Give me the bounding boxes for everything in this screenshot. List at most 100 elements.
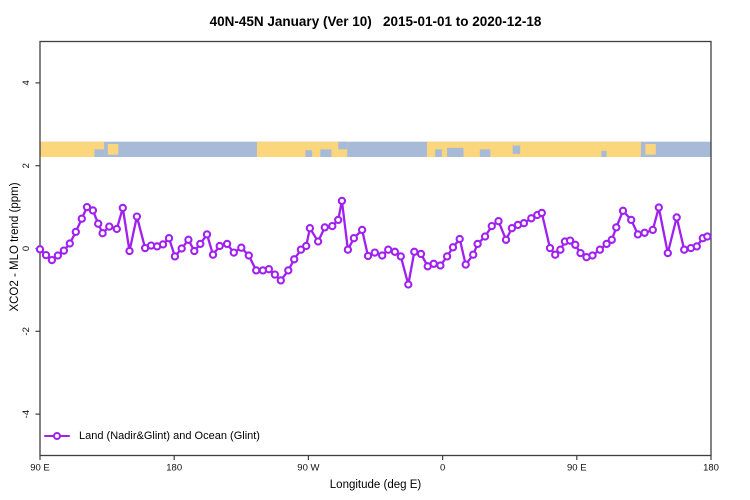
data-point	[654, 203, 663, 212]
data-point	[703, 232, 712, 241]
data-point	[196, 239, 205, 249]
data-point	[252, 266, 261, 275]
data-point	[35, 245, 45, 254]
data-point	[545, 243, 555, 253]
y-tick-label: 4	[21, 80, 32, 85]
data-point	[416, 249, 426, 259]
data-point	[672, 213, 681, 222]
data-point	[94, 219, 103, 228]
data-point	[208, 250, 218, 259]
data-point	[170, 252, 180, 261]
data-point	[618, 206, 628, 215]
data-point	[53, 251, 63, 260]
data-point	[571, 240, 580, 249]
x-tick-label: 90 W	[297, 463, 319, 474]
data-point	[328, 221, 337, 231]
data-point	[480, 232, 490, 241]
data-point	[384, 245, 393, 254]
data-point	[429, 259, 438, 268]
data-point	[633, 230, 643, 239]
data-point	[473, 239, 482, 249]
data-point	[588, 251, 597, 260]
ocean-band-patch	[479, 149, 491, 158]
data-point	[264, 265, 274, 274]
data-point	[556, 245, 565, 254]
data-point	[215, 241, 224, 251]
data-point	[296, 245, 306, 254]
ocean-band-patch	[601, 150, 607, 158]
data-point	[551, 250, 560, 259]
data-point	[390, 247, 400, 256]
data-point	[343, 245, 353, 254]
data-point	[436, 261, 445, 270]
data-point	[82, 202, 92, 212]
data-point	[648, 225, 657, 235]
data-point	[442, 252, 452, 261]
data-point	[461, 260, 470, 269]
data-point	[313, 237, 323, 246]
data-point	[237, 243, 246, 252]
data-point	[337, 196, 347, 206]
data-point	[177, 244, 186, 253]
data-point	[595, 245, 605, 254]
y-tick-label: -4	[21, 410, 32, 418]
data-point	[270, 270, 280, 279]
land-band-segment	[40, 141, 105, 158]
ocean-band-patch	[338, 141, 348, 150]
data-point	[410, 247, 419, 256]
data-point	[519, 219, 529, 228]
legend-marker-icon	[44, 429, 70, 443]
chart-title: 40N-45N January (Ver 10) 2015-01-01 to 2…	[209, 14, 542, 29]
data-point	[320, 223, 329, 232]
data-point	[576, 248, 585, 258]
data-point	[305, 224, 315, 233]
data-point	[88, 206, 98, 215]
data-point	[105, 222, 114, 231]
data-point	[378, 251, 387, 260]
data-point	[65, 239, 74, 248]
data-point	[501, 235, 511, 244]
ocean-band-patch	[435, 149, 442, 158]
data-point	[41, 250, 51, 260]
data-point	[202, 230, 212, 239]
x-tick-label: 90 E	[567, 463, 587, 474]
y-tick-label: 0	[21, 246, 32, 251]
ocean-band-patch	[94, 149, 105, 158]
data-point	[370, 248, 379, 257]
land-band-patch	[645, 143, 656, 155]
data-point	[59, 246, 69, 255]
ocean-band-patch	[320, 149, 332, 158]
y-tick-label: 2	[21, 163, 32, 168]
data-point	[284, 266, 293, 275]
data-point	[640, 228, 649, 237]
land-band-segment	[256, 141, 348, 158]
data-point	[98, 229, 107, 238]
data-point	[125, 246, 134, 256]
data-point	[229, 248, 238, 257]
data-point	[71, 227, 80, 237]
data-point	[507, 224, 517, 233]
data-point	[448, 243, 458, 252]
land-band-patch	[107, 143, 119, 155]
plot-border	[39, 40, 712, 457]
x-tick-label: 180	[166, 463, 182, 474]
data-point	[602, 239, 611, 249]
data-point	[244, 251, 253, 260]
y-tick-label: -2	[21, 327, 32, 335]
data-point	[396, 252, 405, 261]
x-tick-label: 180	[703, 463, 719, 474]
data-point	[537, 208, 546, 218]
data-point	[77, 214, 86, 223]
data-point	[222, 239, 232, 249]
data-point	[158, 240, 168, 249]
data-point	[290, 255, 299, 264]
data-point	[184, 235, 193, 244]
data-point	[487, 221, 496, 231]
data-point	[132, 212, 142, 221]
x-tick-label: 90 E	[30, 463, 50, 474]
ocean-band-patch	[512, 145, 521, 154]
data-point	[612, 223, 621, 232]
data-point	[357, 225, 367, 235]
